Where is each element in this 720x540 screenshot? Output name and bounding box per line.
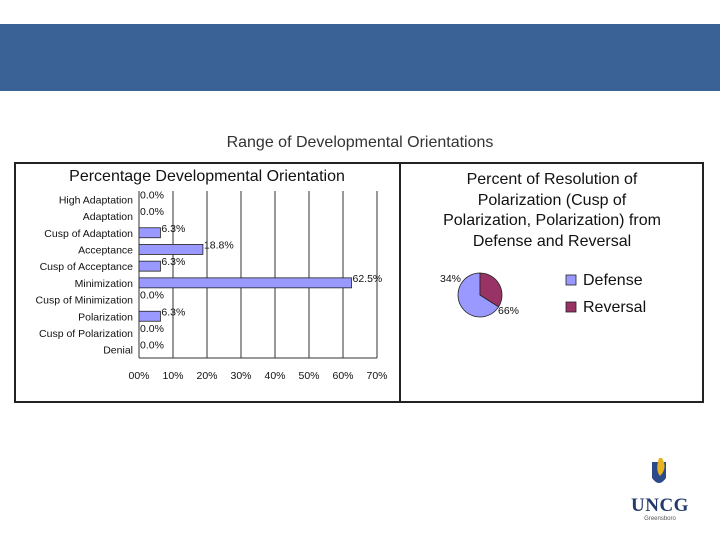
- bar-value-label: 18.8%: [204, 239, 234, 251]
- legend-swatch: [565, 301, 577, 313]
- category-label: Cusp of Adaptation: [44, 228, 133, 240]
- x-tick-label: 40%: [264, 370, 285, 382]
- bar-value-label: 0.0%: [140, 340, 164, 352]
- pie-slice: [479, 272, 503, 308]
- category-label: Acceptance: [78, 244, 133, 256]
- pie-title-line: Defense and Reversal: [472, 232, 632, 250]
- bar-value-label: 6.3%: [161, 223, 185, 235]
- x-tick-label: 10%: [162, 370, 183, 382]
- bar-value-label: 62.5%: [353, 273, 383, 285]
- category-label: Polarization: [78, 311, 133, 323]
- pie-title-line: Polarization, Polarization) from: [443, 212, 661, 229]
- bar-value-label: 0.0%: [140, 323, 164, 335]
- bar: [138, 227, 161, 239]
- logo-flame-icon: [657, 458, 665, 476]
- category-label: Adaptation: [83, 211, 133, 223]
- pie-title-line: Polarization (Cusp of: [477, 191, 627, 209]
- category-label: Cusp of Minimization: [36, 295, 134, 307]
- x-tick-label: 00%: [128, 370, 149, 382]
- logo-text: UNCG: [631, 495, 689, 516]
- category-label: Minimization: [75, 278, 134, 290]
- bar: [138, 244, 204, 255]
- x-tick-label: 60%: [332, 370, 353, 382]
- category-label: Denial: [103, 345, 133, 357]
- pie-slice: [457, 272, 500, 318]
- bar: [138, 277, 352, 289]
- pie-value-label: 34%: [440, 273, 461, 285]
- bar: [138, 260, 161, 272]
- legend-label: Defense: [583, 272, 643, 289]
- category-label: Cusp of Acceptance: [40, 261, 134, 273]
- pie-title-line: Percent of Resolution of: [466, 171, 638, 188]
- category-label: Cusp of Polarization: [39, 328, 133, 340]
- chart-panel: [14, 162, 704, 403]
- panel-divider: [399, 162, 401, 403]
- x-tick-label: 20%: [196, 370, 217, 382]
- header-banner: [0, 24, 720, 91]
- category-label: High Adaptation: [59, 194, 133, 206]
- legend-swatch: [565, 274, 577, 286]
- bar: [138, 310, 161, 322]
- bar-chart-title: Percentage Developmental Orientation: [69, 168, 345, 185]
- bar-value-label: 0.0%: [140, 189, 164, 201]
- pie-value-label: 66%: [498, 305, 519, 317]
- bar-value-label: 6.3%: [161, 306, 185, 318]
- logo-subtext: Greensboro: [644, 516, 676, 522]
- bar-value-label: 0.0%: [140, 290, 164, 302]
- legend-label: Reversal: [583, 299, 646, 316]
- bar-value-label: 0.0%: [140, 206, 164, 218]
- slide-title: Range of Developmental Orientations: [226, 134, 494, 151]
- x-tick-label: 70%: [366, 370, 387, 382]
- x-tick-label: 50%: [298, 370, 319, 382]
- pie-chart-title: Percent of Resolution of Polarization (C…: [404, 170, 700, 252]
- bar-value-label: 6.3%: [161, 256, 185, 268]
- x-tick-label: 30%: [230, 370, 251, 382]
